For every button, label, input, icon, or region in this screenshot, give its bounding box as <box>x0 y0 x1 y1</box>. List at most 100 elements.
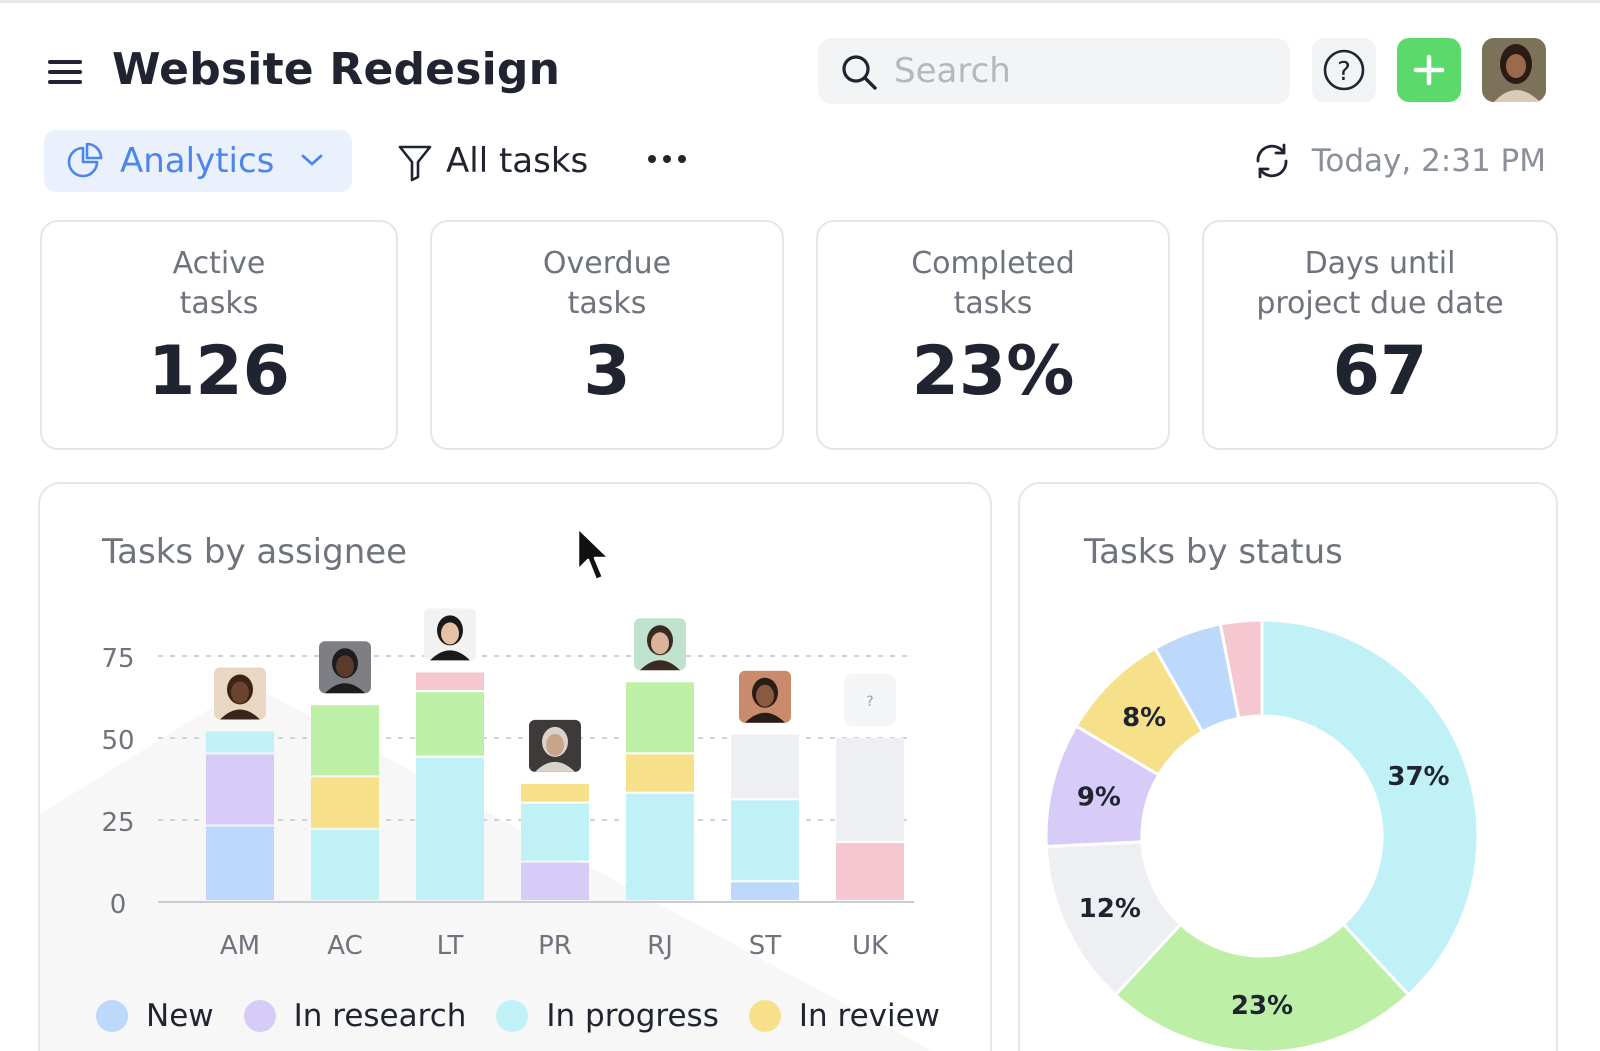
bar-segment-done[interactable] <box>311 705 379 776</box>
legend-label: In research <box>293 998 467 1034</box>
stat-label: Days until project due date <box>1256 246 1504 321</box>
assignee-avatar[interactable]: ? <box>844 674 896 726</box>
filter-label: All tasks <box>446 141 589 181</box>
bar-segment-in_review[interactable] <box>626 754 694 792</box>
chart-title: Tasks by assignee <box>102 532 408 572</box>
bar-segment-in_progress[interactable] <box>626 793 694 900</box>
bar-segment-in_progress[interactable] <box>731 800 799 881</box>
x-tick-label: LT <box>437 931 464 961</box>
legend-item-new[interactable]: New <box>96 998 214 1034</box>
y-tick-label: 75 <box>101 644 134 674</box>
stat-label: Completed tasks <box>911 246 1075 321</box>
bar-segment-in_progress[interactable] <box>206 731 274 753</box>
user-avatar[interactable] <box>1482 38 1546 102</box>
stat-card-overdue-tasks[interactable]: Overdue tasks 3 <box>430 220 784 450</box>
bar-segment-in_progress[interactable] <box>311 829 379 900</box>
legend-dot <box>748 1000 781 1032</box>
header: Website Redesign ? <box>0 36 1600 106</box>
stat-label: Active tasks <box>172 246 266 321</box>
bar-segment-blocked[interactable] <box>416 672 484 691</box>
donut-slice[interactable] <box>1113 922 1411 1051</box>
legend-item-in-review[interactable]: In review <box>748 998 941 1034</box>
stat-card-days-until-due[interactable]: Days until project due date 67 <box>1202 220 1558 450</box>
bar-segment-unassigned[interactable] <box>836 738 904 841</box>
stat-value: 126 <box>148 332 290 411</box>
filter-funnel-icon <box>398 145 432 182</box>
user-avatar-image <box>1482 38 1546 102</box>
chevron-down-icon <box>301 154 323 166</box>
bar-segment-done[interactable] <box>416 692 484 756</box>
donut-slice[interactable] <box>1218 618 1264 721</box>
legend-item-in-progress[interactable]: In progress <box>496 998 719 1034</box>
bar-segment-in_research[interactable] <box>206 754 274 825</box>
legend-label: New <box>146 998 214 1034</box>
legend-dot <box>243 1000 276 1032</box>
tasks-by-assignee-panel: Tasks by assignee 75 50 25 0 AM AC LT PR RJ ST? UK… <box>38 482 992 1051</box>
bar-segment-blocked[interactable] <box>836 842 904 900</box>
slice-label: 9% <box>1077 783 1121 813</box>
mouse-cursor-icon <box>576 526 611 582</box>
bar-segment-in_research[interactable] <box>521 862 589 900</box>
y-tick-label: 25 <box>101 808 134 838</box>
x-tick-label: ST <box>749 931 782 961</box>
sync-refresh-icon[interactable] <box>1250 141 1294 181</box>
search-box[interactable] <box>818 38 1290 104</box>
assignee-avatar[interactable] <box>529 719 581 772</box>
bar-segment-in_progress[interactable] <box>416 757 484 900</box>
stat-value: 23% <box>911 332 1075 411</box>
search-icon <box>842 55 877 90</box>
legend-label: In review <box>798 998 941 1034</box>
last-updated: Today, 2:31 PM <box>1250 130 1546 192</box>
search-input[interactable] <box>894 44 1274 98</box>
tasks-by-assignee-chart: 75 50 25 0 AM AC LT PR RJ ST? UK <box>40 608 933 1051</box>
view-selector-dropdown[interactable]: Analytics <box>44 130 352 192</box>
assignee-avatar[interactable] <box>634 618 686 671</box>
help-icon: ? <box>1323 49 1365 91</box>
bar-segment-in_review[interactable] <box>311 777 379 828</box>
help-button[interactable]: ? <box>1312 38 1376 102</box>
stat-value: 67 <box>1332 332 1428 411</box>
assignee-avatar[interactable] <box>214 667 266 720</box>
bar-segment-done[interactable] <box>626 682 694 753</box>
unknown-assignee-glyph: ? <box>866 694 873 710</box>
stat-card-active-tasks[interactable]: Active tasks 126 <box>40 220 398 450</box>
bar-segment-new[interactable] <box>206 826 274 900</box>
plus-icon <box>1413 54 1445 86</box>
bar-segment-in_progress[interactable] <box>521 803 589 861</box>
more-options-button[interactable] <box>644 142 690 176</box>
assignee-avatar[interactable] <box>739 670 791 723</box>
tasks-by-status-panel: Tasks by status 37% 23% 12% 9% 8% <box>1018 482 1558 1051</box>
legend-dot <box>496 1000 529 1032</box>
bar-segment-in_review[interactable] <box>521 783 589 802</box>
page-title: Website Redesign <box>112 44 561 95</box>
help-glyph: ? <box>1337 57 1351 87</box>
x-tick-label: AC <box>327 931 362 961</box>
assignee-avatar[interactable] <box>424 608 476 661</box>
toolbar: Analytics All tasks Today, 2:31 PM <box>0 128 1600 194</box>
slice-label: 8% <box>1122 703 1166 733</box>
add-button[interactable] <box>1397 38 1461 102</box>
more-dots-icon <box>648 155 686 163</box>
legend-item-in-research[interactable]: In research <box>243 998 467 1034</box>
slice-label: 23% <box>1231 991 1293 1021</box>
legend-dot <box>96 1000 128 1032</box>
hamburger-menu-icon[interactable] <box>46 56 86 88</box>
x-tick-label: UK <box>852 931 889 961</box>
slice-label: 12% <box>1079 894 1141 924</box>
slice-label: 37% <box>1387 762 1449 792</box>
x-tick-label: AM <box>220 931 260 961</box>
donut-slice[interactable] <box>1260 618 1480 997</box>
legend-label: In progress <box>546 998 719 1034</box>
assignee-avatar[interactable] <box>319 641 371 694</box>
x-tick-label: RJ <box>647 931 673 961</box>
chart-title: Tasks by status <box>1084 532 1343 572</box>
top-border <box>0 0 1600 3</box>
pie-chart-icon <box>67 142 103 178</box>
bar-segment-unassigned[interactable] <box>731 734 799 799</box>
bar-segment-new[interactable] <box>731 882 799 900</box>
stat-value: 3 <box>583 332 631 411</box>
filter-button[interactable]: All tasks <box>398 130 598 192</box>
stat-card-completed-tasks[interactable]: Completed tasks 23% <box>816 220 1170 450</box>
last-updated-time: Today, 2:31 PM <box>1311 143 1546 179</box>
y-tick-label: 50 <box>101 726 134 756</box>
